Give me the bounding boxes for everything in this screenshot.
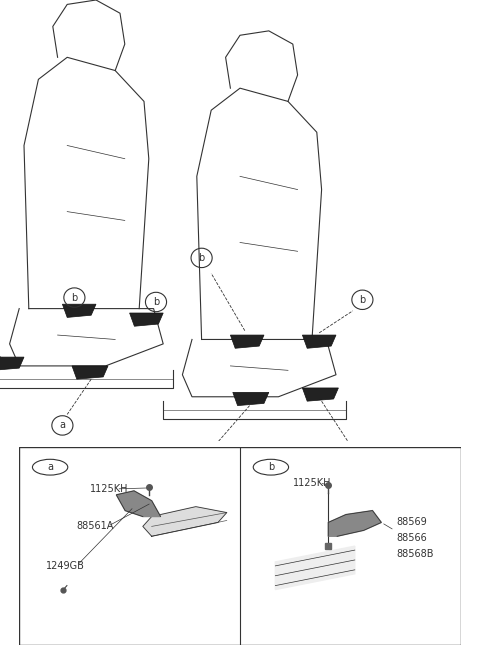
Polygon shape: [62, 304, 96, 317]
Text: 88568B: 88568B: [397, 549, 434, 559]
Polygon shape: [130, 313, 163, 326]
FancyBboxPatch shape: [19, 447, 461, 645]
Polygon shape: [233, 392, 269, 405]
Polygon shape: [230, 335, 264, 348]
Polygon shape: [143, 507, 227, 536]
Polygon shape: [276, 546, 355, 590]
Text: 88561A: 88561A: [77, 521, 114, 532]
Text: a: a: [204, 453, 209, 463]
Polygon shape: [72, 366, 108, 379]
Polygon shape: [302, 335, 336, 348]
Text: 1125KH: 1125KH: [90, 484, 128, 494]
Text: 88569: 88569: [397, 517, 428, 528]
Polygon shape: [116, 491, 160, 517]
Polygon shape: [0, 357, 24, 370]
Text: b: b: [153, 297, 159, 307]
Polygon shape: [328, 511, 381, 536]
Text: 88566: 88566: [397, 533, 428, 544]
Text: a: a: [47, 462, 53, 472]
Polygon shape: [302, 388, 338, 401]
Text: 1249GB: 1249GB: [46, 561, 84, 571]
Text: b: b: [359, 295, 366, 305]
Text: a: a: [357, 451, 363, 461]
Text: b: b: [198, 253, 205, 263]
Text: b: b: [71, 293, 78, 303]
Text: b: b: [268, 462, 274, 472]
Text: 1125KH: 1125KH: [293, 478, 332, 488]
Text: a: a: [60, 420, 65, 430]
